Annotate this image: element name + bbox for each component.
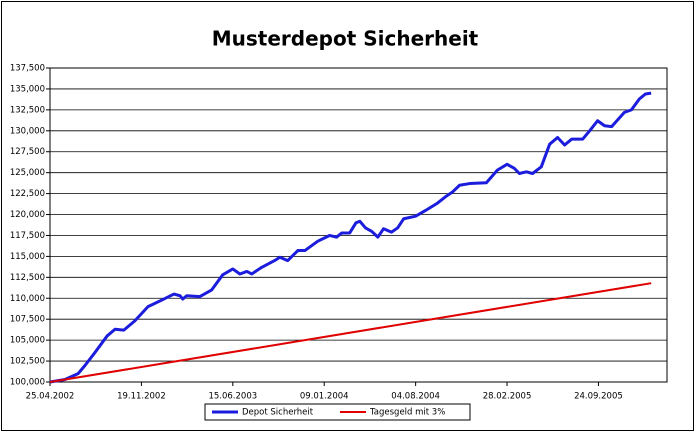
y-tick-label: 120,000 — [10, 210, 45, 220]
y-tick-label: 130,000 — [10, 126, 45, 136]
x-tick-label: 04.08.2004 — [391, 392, 440, 402]
x-tick-label: 24.09.2005 — [574, 392, 623, 402]
legend-label: Depot Sicherheit — [242, 408, 314, 418]
y-tick-label: 105,000 — [10, 336, 45, 346]
y-tick-label: 110,000 — [10, 294, 45, 304]
x-tick-label: 25.04.2002 — [26, 392, 75, 402]
y-tick-label: 137,500 — [10, 64, 45, 74]
y-tick-label: 135,000 — [10, 84, 45, 94]
plot-area — [49, 67, 668, 383]
legend — [204, 403, 471, 421]
y-tick-label: 102,500 — [10, 357, 45, 367]
legend-label: Tagesgeld mit 3% — [369, 408, 445, 418]
series-line — [49, 282, 652, 383]
y-tick-label: 115,000 — [10, 252, 45, 262]
series-line — [49, 91, 652, 384]
x-tick-label: 19.11.2002 — [117, 392, 166, 402]
x-tick-label: 09.01.2004 — [300, 392, 349, 402]
x-tick-label: 28.02.2005 — [483, 392, 532, 402]
y-tick-label: 125,000 — [10, 168, 45, 178]
chart-title: Musterdepot Sicherheit — [212, 27, 479, 51]
y-tick-label: 100,000 — [10, 378, 45, 388]
y-tick-label: 117,500 — [10, 231, 45, 241]
x-tick-label: 15.06.2003 — [208, 392, 257, 402]
y-tick-label: 132,500 — [10, 105, 45, 115]
y-tick-label: 107,500 — [10, 315, 45, 325]
y-tick-label: 127,500 — [10, 147, 45, 157]
y-tick-label: 112,500 — [10, 273, 45, 283]
y-tick-label: 122,500 — [10, 189, 45, 199]
